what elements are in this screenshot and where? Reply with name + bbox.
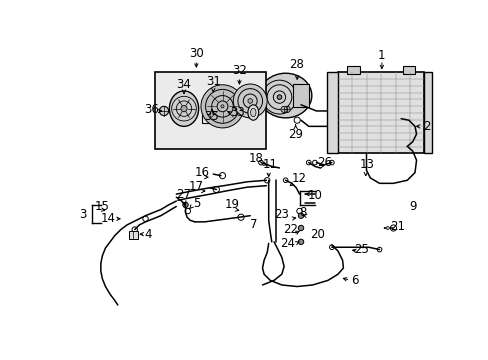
- Ellipse shape: [169, 91, 198, 126]
- Text: 30: 30: [188, 48, 203, 60]
- Text: 34: 34: [176, 77, 191, 90]
- Text: 12: 12: [291, 172, 306, 185]
- Text: 35: 35: [204, 110, 219, 123]
- Circle shape: [221, 105, 224, 108]
- Text: 27: 27: [175, 188, 190, 201]
- Ellipse shape: [259, 73, 311, 118]
- Text: 31: 31: [205, 75, 220, 88]
- Circle shape: [142, 216, 148, 221]
- Circle shape: [159, 106, 168, 116]
- Text: 17: 17: [188, 180, 203, 193]
- Circle shape: [389, 225, 396, 231]
- Bar: [337, 72, 424, 153]
- Text: 20: 20: [310, 228, 325, 240]
- Text: 22: 22: [282, 223, 297, 236]
- Text: 28: 28: [288, 58, 303, 71]
- Bar: [154, 72, 266, 149]
- Text: 25: 25: [353, 243, 368, 256]
- Circle shape: [233, 84, 266, 118]
- Text: 33: 33: [230, 106, 245, 119]
- Text: 6: 6: [350, 274, 358, 287]
- Ellipse shape: [250, 108, 256, 117]
- Circle shape: [183, 202, 188, 208]
- Bar: [128, 231, 138, 239]
- Text: 14: 14: [101, 212, 116, 225]
- Circle shape: [219, 172, 225, 179]
- Circle shape: [298, 213, 303, 219]
- Bar: [202, 99, 218, 123]
- Text: 36: 36: [144, 103, 159, 116]
- Circle shape: [207, 109, 212, 113]
- Circle shape: [258, 160, 263, 165]
- Text: 15: 15: [95, 200, 110, 213]
- Text: 13: 13: [359, 158, 374, 171]
- Text: 5: 5: [193, 197, 201, 210]
- Text: 1: 1: [377, 49, 385, 62]
- Circle shape: [293, 117, 300, 123]
- Circle shape: [283, 178, 287, 183]
- Bar: [293, 84, 308, 107]
- Circle shape: [296, 208, 302, 214]
- Circle shape: [181, 105, 187, 112]
- Text: 9: 9: [409, 200, 416, 213]
- Text: 26: 26: [316, 156, 331, 169]
- Circle shape: [329, 245, 333, 249]
- Circle shape: [312, 160, 317, 165]
- Text: 32: 32: [231, 64, 246, 77]
- Circle shape: [277, 95, 281, 99]
- Text: 24: 24: [280, 237, 295, 250]
- Circle shape: [306, 160, 310, 165]
- Circle shape: [377, 247, 381, 252]
- Text: 8: 8: [298, 206, 305, 219]
- Text: 29: 29: [287, 127, 303, 140]
- Ellipse shape: [247, 105, 258, 120]
- Circle shape: [281, 106, 286, 112]
- Text: 2: 2: [423, 120, 430, 133]
- Text: 4: 4: [144, 228, 152, 240]
- Text: 19: 19: [224, 198, 239, 211]
- Text: 18: 18: [248, 152, 264, 165]
- Circle shape: [204, 105, 215, 116]
- Circle shape: [132, 227, 137, 232]
- Text: 7: 7: [249, 219, 257, 231]
- Circle shape: [298, 239, 303, 244]
- Circle shape: [247, 99, 252, 103]
- Circle shape: [329, 160, 333, 165]
- Circle shape: [238, 214, 244, 220]
- Text: 11: 11: [262, 158, 277, 171]
- Text: 3: 3: [79, 208, 86, 221]
- Circle shape: [298, 225, 303, 231]
- Circle shape: [284, 106, 290, 112]
- Bar: [326, 72, 337, 153]
- Text: 23: 23: [274, 208, 288, 221]
- Bar: [346, 66, 359, 74]
- Text: 10: 10: [307, 189, 322, 202]
- Circle shape: [201, 85, 244, 128]
- Circle shape: [213, 186, 219, 193]
- Bar: [402, 66, 414, 74]
- Text: 16: 16: [195, 166, 209, 179]
- Circle shape: [185, 208, 190, 214]
- Circle shape: [264, 177, 269, 183]
- Text: 21: 21: [389, 220, 404, 233]
- Bar: [424, 72, 431, 153]
